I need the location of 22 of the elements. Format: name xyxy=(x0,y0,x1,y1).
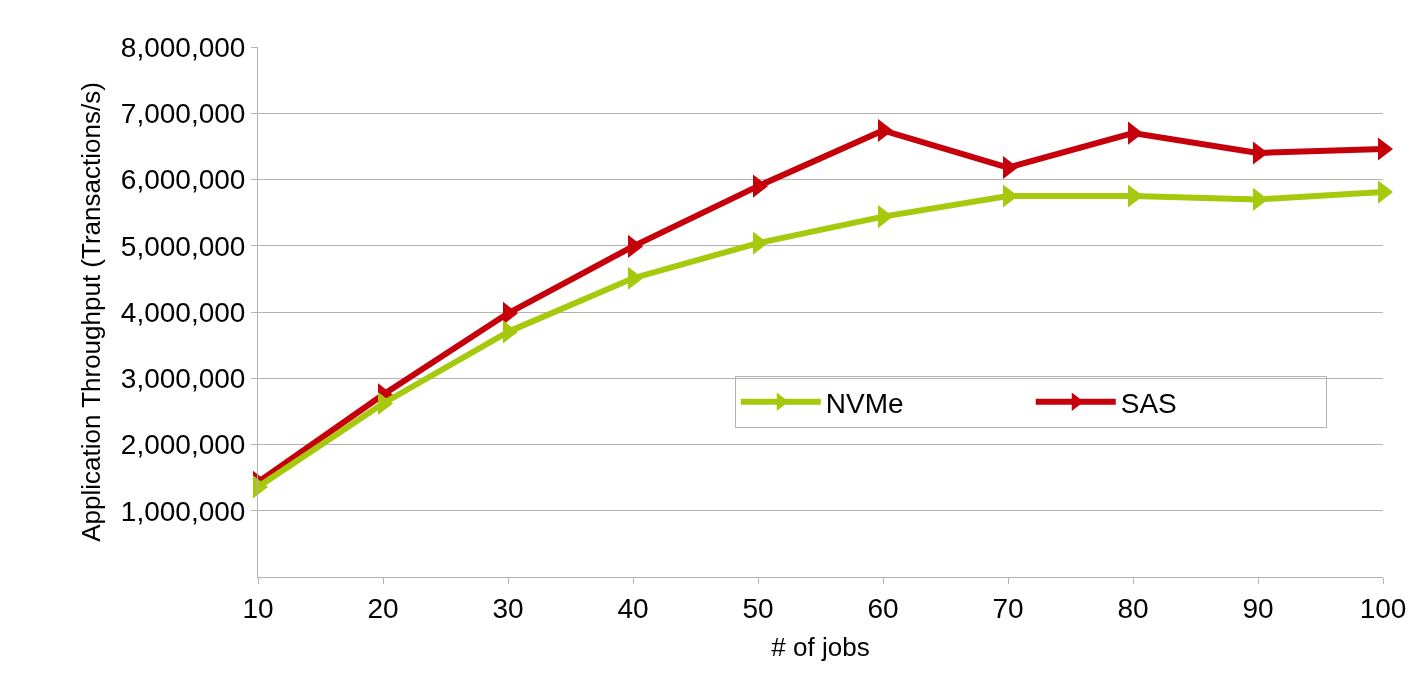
y-axis-title: Application Throughput (Transactions/s) xyxy=(76,82,107,542)
x-tick-label: 80 xyxy=(1117,592,1149,624)
x-tick-label: 70 xyxy=(992,592,1024,624)
x-tick-label: 40 xyxy=(617,592,649,624)
y-tick-label: 7,000,000 xyxy=(120,98,246,130)
x-tick-label: 90 xyxy=(1242,592,1274,624)
x-tick-label: 100 xyxy=(1359,592,1407,624)
x-tick-label: 30 xyxy=(492,592,524,624)
y-tick-label: 5,000,000 xyxy=(120,230,246,262)
y-tick-label: 1,000,000 xyxy=(120,495,246,527)
y-tick-label: 8,000,000 xyxy=(120,31,246,63)
legend-label: NVMe xyxy=(825,387,904,419)
x-axis-title: # of jobs xyxy=(771,632,870,663)
x-tick-label: 60 xyxy=(867,592,899,624)
y-tick-label: 3,000,000 xyxy=(120,363,246,395)
x-tick-label: 50 xyxy=(742,592,774,624)
y-tick-label: 6,000,000 xyxy=(120,164,246,196)
y-tick-label: 4,000,000 xyxy=(120,296,246,328)
x-tick-label: 20 xyxy=(367,592,399,624)
x-tick-label: 10 xyxy=(242,592,274,624)
legend-label: SAS xyxy=(1120,387,1177,419)
y-tick-label: 2,000,000 xyxy=(120,429,246,461)
